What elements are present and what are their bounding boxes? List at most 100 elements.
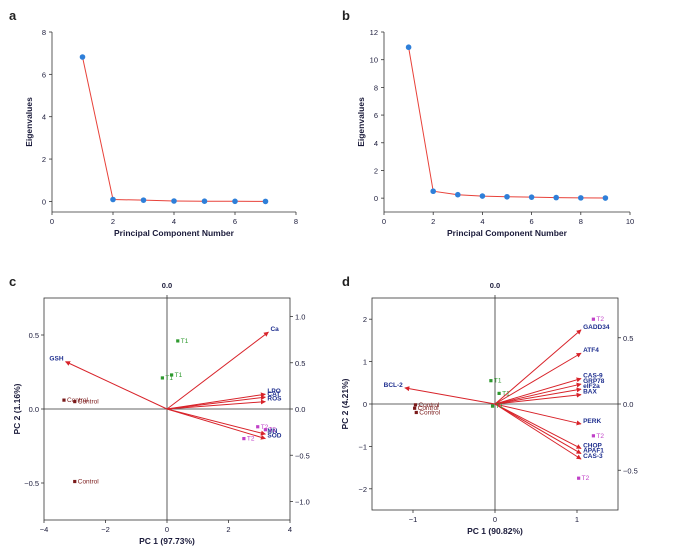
y-tick-label: 6 [42, 70, 46, 79]
score-point [242, 437, 246, 441]
y-tick-label: −2 [358, 485, 367, 494]
score-point [62, 398, 66, 402]
right-tick-label: 0.0 [295, 405, 305, 414]
score-label: Control [418, 402, 440, 409]
score-label: T1 [175, 372, 183, 379]
loading-label: ROS [267, 396, 282, 403]
series-line [408, 47, 606, 199]
y-axis-label: PC 2 (4.21%) [340, 378, 350, 429]
y-axis-label: Eigenvalues [24, 97, 34, 147]
x-tick-label: 2 [226, 525, 230, 534]
data-point [602, 195, 609, 201]
score-label: T1 [181, 338, 189, 345]
x-tick-label: 8 [579, 217, 583, 226]
y-tick-label: 0 [42, 197, 46, 206]
x-tick-label: −4 [40, 525, 49, 534]
y-axis-label: PC 2 (1.16%) [12, 383, 22, 434]
score-label: T2 [582, 475, 590, 482]
loading-label: GSH [49, 356, 63, 363]
data-point [201, 198, 208, 204]
data-point [232, 198, 238, 205]
loading-arrow [166, 331, 269, 410]
x-tick-label: −1 [409, 515, 418, 524]
loading-arrow [494, 387, 582, 405]
y-tick-label: 2 [374, 166, 378, 175]
score-point [490, 404, 495, 408]
data-point [79, 54, 86, 60]
loading-label: APAF1 [583, 448, 604, 455]
data-point [430, 188, 437, 195]
score-point [176, 339, 180, 343]
x-tick-label: 6 [530, 217, 534, 226]
data-point [171, 198, 177, 204]
score-point [489, 379, 493, 383]
score-label: T2 [596, 433, 604, 440]
score-label: T1 [165, 375, 173, 382]
x-tick-label: 8 [294, 217, 298, 226]
score-point [577, 476, 581, 480]
loading-label: PERK [583, 418, 601, 425]
x-tick-label: 1 [575, 515, 579, 524]
panel-label-c: c [9, 274, 17, 289]
y-tick-label: 10 [370, 56, 378, 65]
y-tick-label: 4 [42, 113, 46, 122]
x-tick-label: 2 [431, 217, 435, 226]
right-tick-label: −1.0 [295, 498, 310, 507]
loading-label: ATF4 [583, 347, 599, 354]
score-point [414, 410, 418, 415]
score-point [591, 317, 595, 321]
score-label: T1 [502, 390, 510, 397]
score-point [256, 425, 260, 429]
score-label: T1 [494, 378, 502, 385]
data-point [110, 196, 116, 203]
x-tick-label: 0 [50, 217, 54, 226]
loading-label: CAS-3 [583, 453, 603, 460]
score-point [263, 428, 267, 432]
right-tick-label: 0.5 [295, 359, 305, 368]
score-point [160, 376, 164, 380]
right-tick-label: 0.0 [623, 400, 633, 409]
score-label: T2 [261, 424, 269, 431]
right-tick-label: 0.5 [623, 334, 633, 343]
score-point [413, 406, 417, 410]
loading-arrow [494, 403, 582, 426]
loading-label: MN [267, 428, 277, 435]
x-axis-label: PC 1 (90.82%) [467, 526, 523, 536]
loading-arrow [166, 395, 266, 410]
loading-arrow [494, 352, 582, 405]
x-tick-label: 4 [172, 217, 176, 226]
y-tick-label: 2 [363, 315, 367, 324]
score-point [413, 403, 418, 407]
data-point [140, 197, 147, 203]
loading-arrow [166, 399, 266, 410]
score-label: T1 [496, 403, 504, 410]
x-tick-label: 6 [233, 217, 237, 226]
x-axis-label: Principal Component Number [447, 228, 568, 238]
score-point [497, 391, 501, 395]
loading-label: GRP78 [583, 378, 605, 385]
loading-arrow [494, 403, 582, 455]
right-tick-label: −0.5 [295, 451, 310, 460]
loading-arrow [404, 386, 496, 405]
loading-label: SOD [267, 433, 281, 440]
score-label: Control [419, 409, 441, 416]
loading-arrow [494, 403, 582, 460]
y-tick-label: −0.5 [24, 479, 39, 488]
x-axis-label: Principal Component Number [114, 228, 235, 238]
data-point [405, 44, 412, 51]
x-tick-label: 0 [165, 525, 169, 534]
data-point [578, 195, 584, 201]
loading-arrow [494, 392, 582, 405]
x-tick-label: 4 [288, 525, 292, 534]
x-tick-label: 4 [480, 217, 484, 226]
x-tick-label: 10 [626, 217, 634, 226]
x-tick-label: −2 [101, 525, 110, 534]
loading-label: Ca [270, 326, 279, 333]
data-point [479, 193, 486, 199]
score-label: T2 [268, 427, 276, 434]
loading-arrow [65, 361, 168, 410]
score-label: Control [67, 397, 89, 404]
right-tick-label: −0.5 [623, 466, 638, 475]
y-tick-label: 0.5 [29, 331, 39, 340]
score-label: Control [78, 399, 100, 406]
